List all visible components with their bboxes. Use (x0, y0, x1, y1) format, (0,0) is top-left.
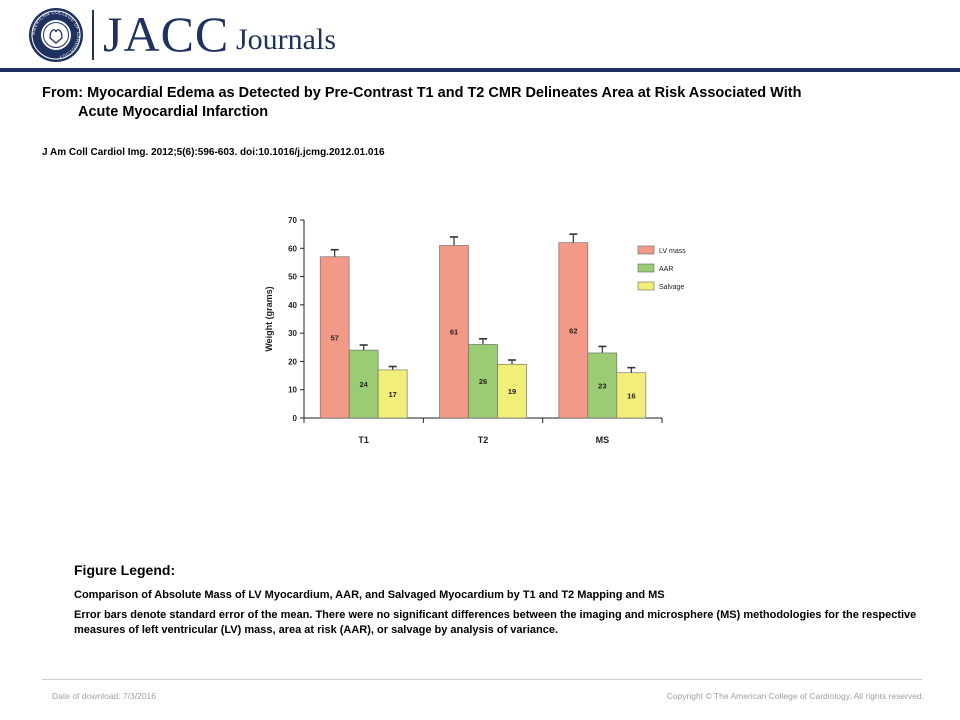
y-tick-label: 60 (288, 244, 297, 253)
legend-swatch (637, 281, 655, 291)
figure-legend-subtitle: Comparison of Absolute Mass of LV Myocar… (74, 589, 665, 601)
bar (468, 344, 498, 419)
brand-divider (92, 10, 94, 60)
brand-jacc: JACC (103, 6, 230, 62)
y-tick-label: 10 (288, 386, 297, 395)
figure-legend-heading: Figure Legend: (74, 562, 176, 578)
article-title-line1: From: Myocardial Edema as Detected by Pr… (42, 85, 802, 101)
y-tick-label: 50 (288, 273, 297, 282)
bar (497, 363, 527, 419)
journal-header: AMERICAN COLLEGE OF CARDIOLOGY JACC Jour… (0, 0, 960, 70)
footer-divider (42, 679, 922, 680)
bar-value-label: 24 (359, 380, 368, 389)
bar-value-label: 23 (598, 381, 606, 390)
header-rule (0, 68, 960, 72)
legend-swatch (637, 245, 655, 255)
bar-value-label: 19 (508, 387, 516, 396)
x-tick-label: MS (596, 435, 610, 445)
bar-value-label: 62 (569, 326, 577, 335)
y-tick-label: 20 (288, 357, 297, 366)
legend-label: Salvage (659, 284, 684, 291)
bar-value-label: 26 (479, 377, 487, 386)
bar (587, 352, 618, 419)
acc-seal-logo: AMERICAN COLLEGE OF CARDIOLOGY (29, 8, 83, 62)
bar-chart: 0 10 20 30 40 50 60 70 Weight (grams) T1 T2 MS 57 24 1… (264, 216, 686, 445)
bar-value-label: 16 (627, 391, 635, 400)
x-tick-label: T1 (358, 435, 369, 445)
legend-label: AAR (659, 266, 673, 273)
article-title: From: Myocardial Edema as Detected by Pr… (42, 84, 922, 122)
y-tick-label: 40 (288, 301, 297, 310)
y-tick-label: 30 (288, 329, 297, 338)
download-date: Date of download: 7/3/2016 (52, 691, 156, 701)
bar (377, 369, 408, 419)
x-tick-label: T2 (478, 435, 489, 445)
legend-swatch (637, 263, 655, 273)
y-tick-label: 0 (293, 414, 298, 423)
bar (439, 245, 469, 419)
y-axis-label: Weight (grams) (264, 286, 274, 351)
bar (558, 242, 589, 419)
bar-value-label: 61 (450, 328, 458, 337)
article-title-line2: Acute Myocardial Infarction (78, 104, 269, 120)
bar (348, 349, 379, 419)
legend-label: LV mass (659, 248, 686, 255)
bar (319, 256, 350, 419)
figure-legend: Figure Legend: Comparison of Absolute Ma… (74, 562, 924, 638)
bar-value-label: 57 (330, 333, 338, 342)
brand-journals: Journals (236, 23, 336, 56)
citation: J Am Coll Cardiol Img. 2012;5(6):596-603… (42, 147, 385, 158)
bar (616, 372, 647, 419)
figure-legend-text: Error bars denote standard error of the … (74, 609, 917, 636)
y-tick-label: 70 (288, 216, 297, 225)
bar-value-label: 17 (388, 390, 396, 399)
copyright: Copyright © The American College of Card… (666, 691, 924, 701)
